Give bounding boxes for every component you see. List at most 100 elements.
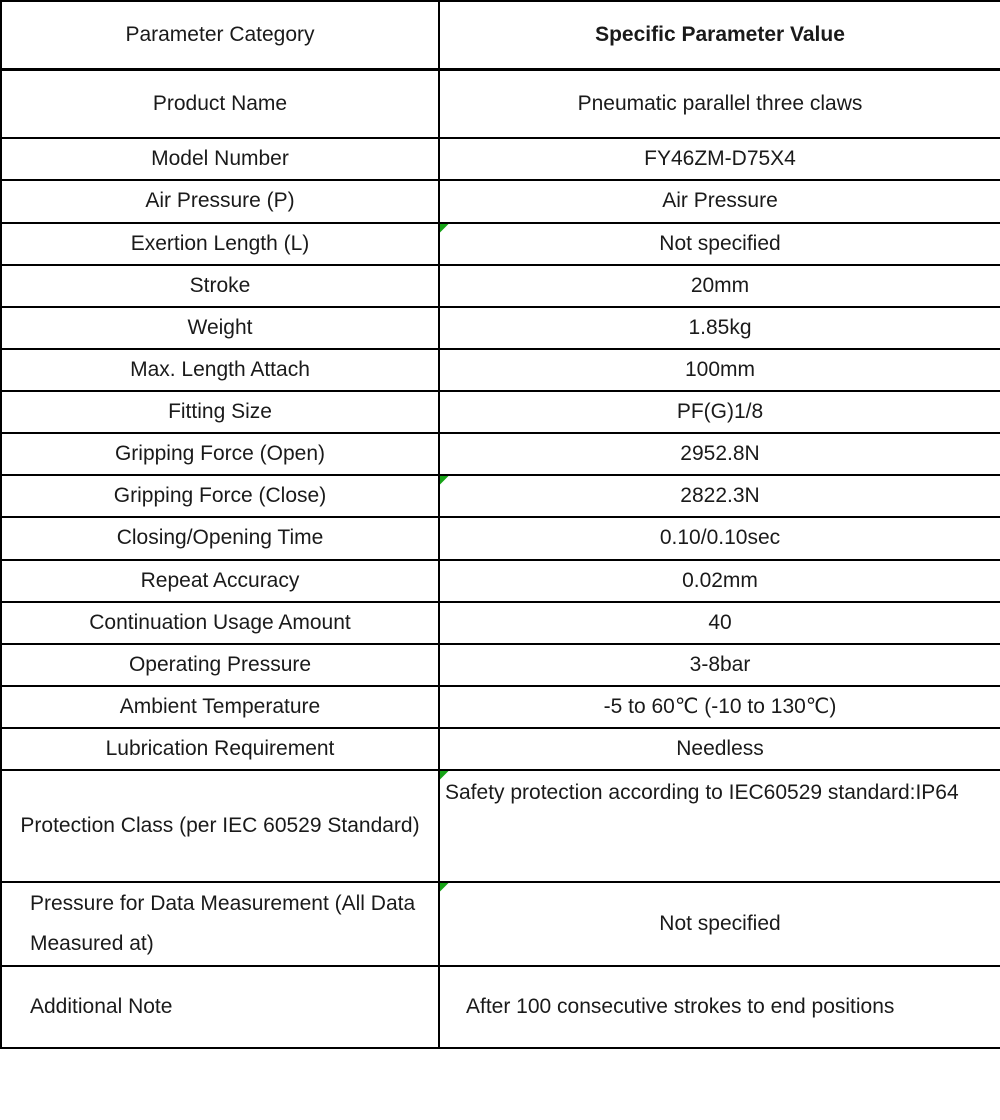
error-indicator-icon xyxy=(441,476,449,485)
error-indicator-icon xyxy=(441,771,449,780)
category-label: Exertion Length (L) xyxy=(130,231,310,255)
table-row: Lubrication Requirement Needless xyxy=(0,726,1000,771)
header-specific-parameter-value: Specific Parameter Value xyxy=(438,0,1000,71)
category-label: Air Pressure (P) xyxy=(145,189,295,212)
value-cell: Air Pressure xyxy=(438,178,1000,224)
table-row: Operating Pressure 3-8bar xyxy=(0,642,1000,687)
category-label: Protection Class (per IEC 60529 Standard… xyxy=(20,813,420,837)
table-row: Air Pressure (P) Air Pressure xyxy=(0,178,1000,224)
category-label: Fitting Size xyxy=(168,399,272,423)
value-label: 1.85kg xyxy=(688,315,752,339)
category-label: Gripping Force (Close) xyxy=(113,483,327,507)
value-label: Not specified xyxy=(659,231,781,255)
value-label: 0.10/0.10sec xyxy=(659,526,781,549)
category-cell: Repeat Accuracy xyxy=(0,558,440,603)
category-label: Weight xyxy=(187,315,253,339)
error-indicator-icon xyxy=(441,224,449,233)
category-cell: Gripping Force (Close) xyxy=(0,473,440,518)
category-cell: Model Number xyxy=(0,136,440,181)
category-label: Product Name xyxy=(152,91,288,115)
value-label: -5 to 60℃ (-10 to 130℃) xyxy=(603,694,837,718)
table-row: Exertion Length (L) Not specified xyxy=(0,221,1000,266)
header-row: Parameter Category Specific Parameter Va… xyxy=(0,0,1000,71)
value-cell: 0.02mm xyxy=(438,558,1000,603)
value-label: 40 xyxy=(708,610,732,634)
table-row: Closing/Opening Time 0.10/0.10sec xyxy=(0,515,1000,561)
value-label: PF(G)1/8 xyxy=(676,399,764,423)
table-row: Repeat Accuracy 0.02mm xyxy=(0,558,1000,603)
value-label: 2822.3N xyxy=(680,483,760,507)
value-label: Safety protection according to IEC60529 … xyxy=(445,780,959,804)
category-label: Lubrication Requirement xyxy=(105,736,335,760)
value-cell: 100mm xyxy=(438,347,1000,392)
category-cell: Fitting Size xyxy=(0,389,440,434)
table-row: Max. Length Attach 100mm xyxy=(0,347,1000,392)
category-cell: Max. Length Attach xyxy=(0,347,440,392)
value-cell: 2822.3N xyxy=(438,473,1000,518)
category-cell: Stroke xyxy=(0,263,440,308)
table-row: Additional Note After 100 consecutive str… xyxy=(0,964,1000,1049)
parameter-table: Parameter Category Specific Parameter Va… xyxy=(0,0,1000,1049)
value-label: 3-8bar xyxy=(689,652,751,676)
table-row: Protection Class (per IEC 60529 Standard… xyxy=(0,768,1000,883)
value-cell: FY46ZM-D75X4 xyxy=(438,136,1000,181)
header-parameter-category: Parameter Category xyxy=(0,0,440,71)
value-cell: Needless xyxy=(438,726,1000,771)
table-row: Fitting Size PF(G)1/8 xyxy=(0,389,1000,434)
value-cell: 0.10/0.10sec xyxy=(438,515,1000,561)
value-label: FY46ZM-D75X4 xyxy=(644,146,796,170)
category-cell: Closing/Opening Time xyxy=(0,515,440,561)
category-cell: Gripping Force (Open) xyxy=(0,431,440,476)
category-cell: Ambient Temperature xyxy=(0,684,440,729)
category-cell: Air Pressure (P) xyxy=(0,178,440,224)
value-label: Pneumatic parallel three claws xyxy=(577,91,863,115)
value-cell: After 100 consecutive strokes to end pos… xyxy=(438,964,1000,1049)
table-row: Product Name Pneumatic parallel three cla… xyxy=(0,68,1000,139)
value-label: Not specified xyxy=(659,911,781,935)
value-cell: -5 to 60℃ (-10 to 130℃) xyxy=(438,684,1000,729)
table-body: Product Name Pneumatic parallel three cla… xyxy=(0,68,1000,1049)
value-cell: Not specified xyxy=(438,221,1000,266)
table-row: Gripping Force (Close) 2822.3N xyxy=(0,473,1000,518)
category-cell: Lubrication Requirement xyxy=(0,726,440,771)
value-cell: PF(G)1/8 xyxy=(438,389,1000,434)
category-label: Pressure for Data Measurement (All Data … xyxy=(30,891,416,955)
category-label: Stroke xyxy=(189,273,251,297)
value-cell: Safety protection according to IEC60529 … xyxy=(438,768,1000,883)
category-label: Model Number xyxy=(151,146,289,170)
category-label: Repeat Accuracy xyxy=(140,568,300,592)
value-cell: 20mm xyxy=(438,263,1000,308)
value-label: Air Pressure xyxy=(662,189,778,212)
category-cell: Continuation Usage Amount xyxy=(0,600,440,645)
table-row: Weight 1.85kg xyxy=(0,305,1000,350)
category-cell: Exertion Length (L) xyxy=(0,221,440,266)
category-label: Continuation Usage Amount xyxy=(89,610,351,634)
category-label: Ambient Temperature xyxy=(119,694,321,718)
value-label: Needless xyxy=(676,736,764,760)
category-label: Gripping Force (Open) xyxy=(114,441,326,465)
value-cell: Pneumatic parallel three claws xyxy=(438,68,1000,139)
table-row: Continuation Usage Amount 40 xyxy=(0,600,1000,645)
value-label: 100mm xyxy=(684,357,756,381)
category-label: Additional Note xyxy=(30,994,173,1018)
value-cell: 1.85kg xyxy=(438,305,1000,350)
category-cell: Additional Note xyxy=(0,964,440,1049)
category-cell: Protection Class (per IEC 60529 Standard… xyxy=(0,768,440,883)
table-row: Model Number FY46ZM-D75X4 xyxy=(0,136,1000,181)
table-row: Ambient Temperature -5 to 60℃ (-10 to 130… xyxy=(0,684,1000,729)
error-indicator-icon xyxy=(441,883,449,892)
value-cell: 2952.8N xyxy=(438,431,1000,476)
value-cell: 3-8bar xyxy=(438,642,1000,687)
category-label: Max. Length Attach xyxy=(130,357,310,381)
category-label: Closing/Opening Time xyxy=(116,526,324,549)
table-row: Stroke 20mm xyxy=(0,263,1000,308)
table-row: Pressure for Data Measurement (All Data … xyxy=(0,880,1000,967)
value-label: 0.02mm xyxy=(682,568,758,592)
value-label: 20mm xyxy=(690,273,750,297)
value-cell: 40 xyxy=(438,600,1000,645)
category-cell: Weight xyxy=(0,305,440,350)
category-cell: Operating Pressure xyxy=(0,642,440,687)
value-label: After 100 consecutive strokes to end pos… xyxy=(466,994,895,1018)
category-label: Operating Pressure xyxy=(128,652,312,676)
table-row: Gripping Force (Open) 2952.8N xyxy=(0,431,1000,476)
